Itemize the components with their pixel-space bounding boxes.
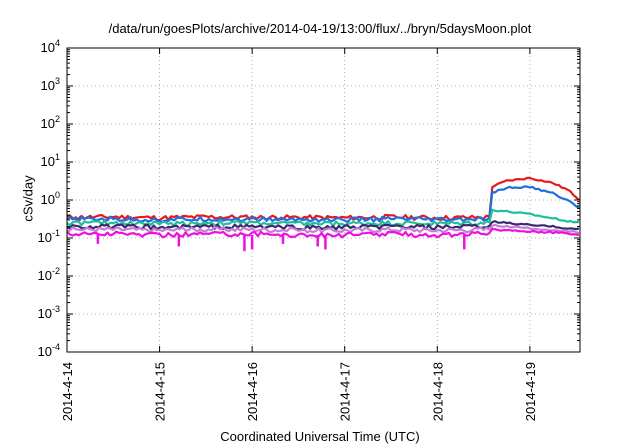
y-tick-label: 103: [41, 76, 60, 93]
chart-title: /data/run/goesPlots/archive/2014-04-19/1…: [108, 21, 532, 36]
grid: [66, 48, 580, 352]
x-tick-label: 2014-4-18: [430, 362, 445, 421]
y-tick-label: 104: [41, 38, 60, 55]
y-tick-label: 102: [41, 114, 60, 131]
y-tick-label: 100: [41, 190, 60, 207]
series-line-5: [66, 227, 580, 239]
y-tick-labels: 10-4 10-3 10-2 10-1 100 101 102 103 104: [38, 38, 60, 359]
y-axis-label: cSv/day: [20, 175, 36, 222]
series-line-1: [66, 185, 580, 224]
x-tick-label: 2014-4-17: [338, 362, 353, 421]
y-tick-label: 10-4: [38, 342, 60, 359]
y-tick-label: 10-2: [38, 266, 60, 283]
series-group: [66, 176, 580, 252]
series-line-2: [66, 208, 580, 227]
y-tick-label: 101: [41, 152, 60, 169]
series-line-3: [66, 220, 580, 231]
series-line-4: [66, 223, 580, 235]
series-line-0: [66, 176, 580, 222]
x-tick-labels: 2014-4-14 2014-4-15 2014-4-16 2014-4-17 2014…: [60, 362, 538, 421]
x-tick-label: 2014-4-15: [153, 362, 168, 421]
y-tick-label: 10-3: [38, 304, 60, 321]
x-tick-label: 2014-4-14: [60, 362, 75, 421]
x-axis-label: Coordinated Universal Time (UTC): [220, 429, 420, 444]
x-tick-label: 2014-4-19: [523, 362, 538, 421]
x-tick-label: 2014-4-16: [245, 362, 260, 421]
y-tick-label: 10-1: [38, 228, 60, 245]
ticks: [66, 47, 580, 353]
